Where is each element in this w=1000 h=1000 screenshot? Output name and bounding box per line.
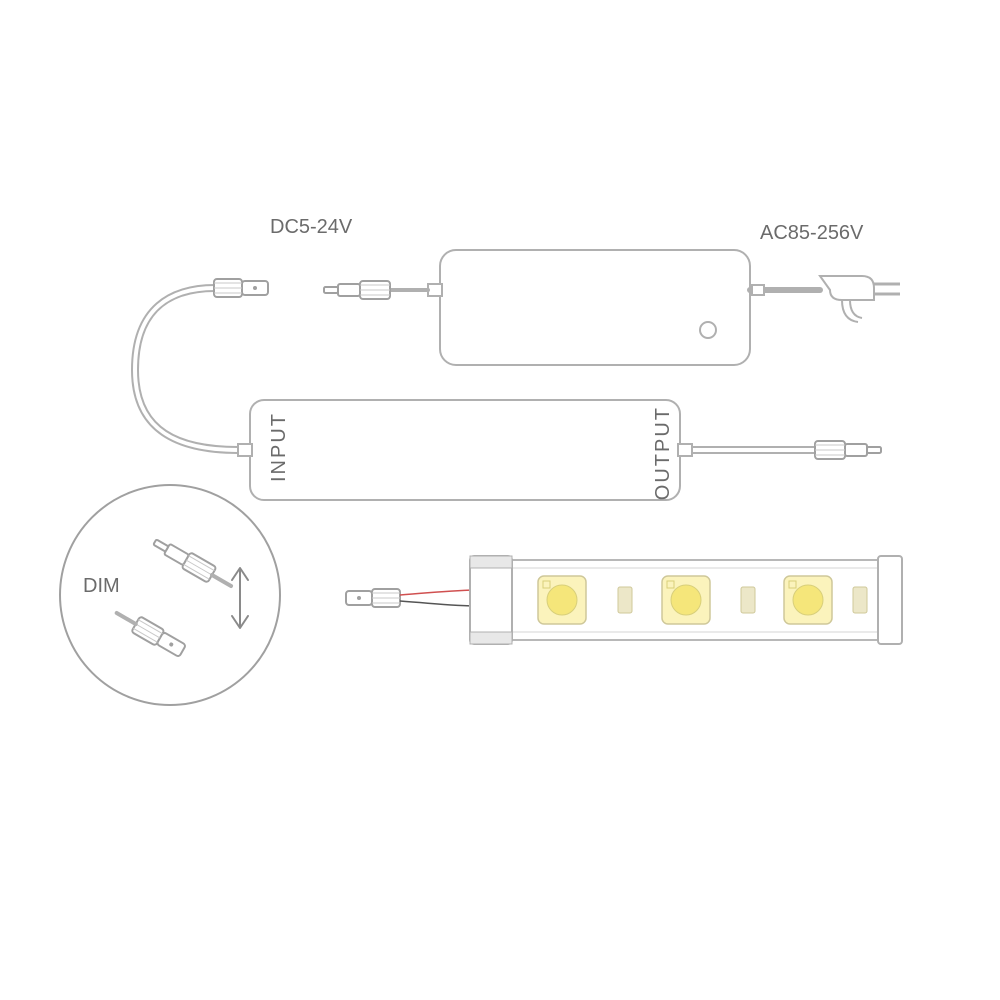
controller-input-female-jack-icon	[214, 279, 268, 297]
led-chip-icon	[538, 576, 586, 624]
controller-output-male-plug-icon	[815, 441, 881, 459]
led-chip-icon	[662, 576, 710, 624]
led-strip-female-jack-icon	[346, 589, 400, 607]
wiring-diagram	[0, 0, 1000, 1000]
led-resistor-icon	[618, 587, 632, 613]
dc-voltage-label: DC5-24V	[270, 216, 352, 239]
led-strip	[346, 556, 902, 644]
led-chip-icon	[784, 576, 832, 624]
ac-voltage-label: AC85-256V	[760, 222, 863, 245]
power-adapter	[324, 250, 900, 365]
controller-output-label: OUTPUT	[652, 406, 675, 500]
led-resistor-icon	[853, 587, 867, 613]
ac-plug-icon	[820, 276, 900, 322]
dim-label: DIM	[83, 575, 120, 598]
controller-input-label: INPUT	[268, 412, 291, 482]
adapter-dc-male-plug-icon	[324, 281, 390, 299]
led-resistor-icon	[741, 587, 755, 613]
